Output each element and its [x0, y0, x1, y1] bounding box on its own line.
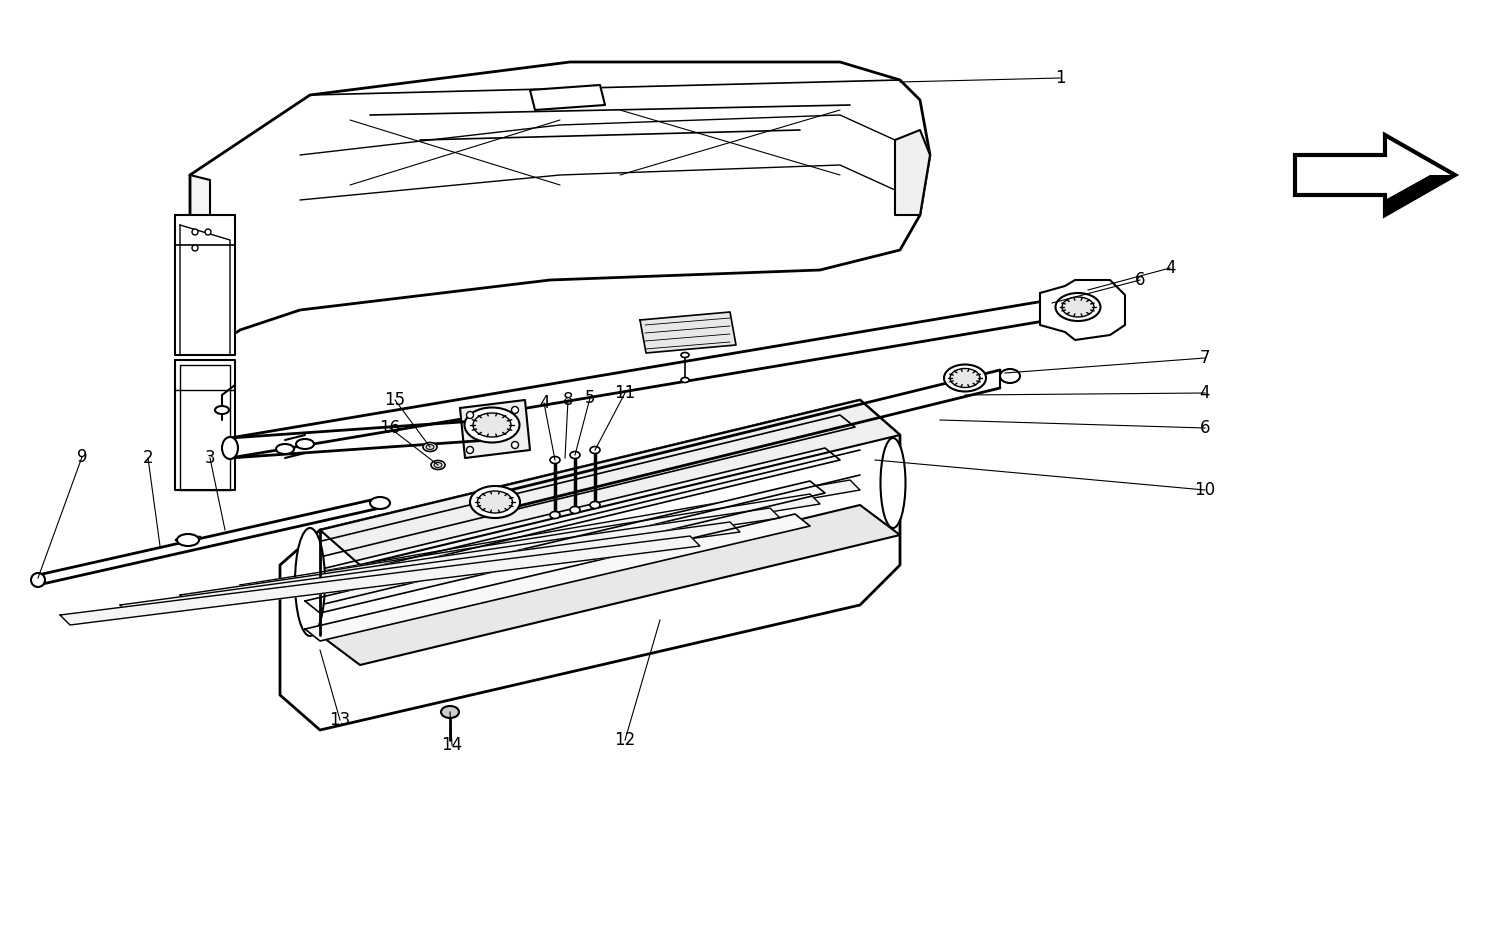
Ellipse shape	[470, 486, 520, 518]
Text: 8: 8	[562, 391, 573, 409]
Polygon shape	[240, 494, 820, 595]
Ellipse shape	[472, 413, 512, 437]
Polygon shape	[1040, 280, 1125, 340]
Polygon shape	[176, 360, 236, 490]
Text: 13: 13	[330, 711, 351, 729]
Polygon shape	[304, 415, 855, 557]
Polygon shape	[180, 225, 230, 355]
Ellipse shape	[423, 443, 436, 451]
Ellipse shape	[296, 528, 326, 636]
Text: 11: 11	[615, 384, 636, 402]
Text: 16: 16	[380, 419, 400, 437]
Ellipse shape	[570, 506, 580, 514]
Text: 4: 4	[1164, 259, 1176, 277]
Text: 2: 2	[142, 449, 153, 467]
Text: 6: 6	[1134, 271, 1146, 289]
Polygon shape	[60, 536, 701, 625]
Ellipse shape	[944, 364, 986, 392]
Ellipse shape	[222, 437, 238, 459]
Polygon shape	[304, 514, 810, 641]
Ellipse shape	[880, 438, 906, 528]
Polygon shape	[280, 400, 900, 730]
Ellipse shape	[950, 369, 980, 388]
Text: 6: 6	[1200, 419, 1210, 437]
Polygon shape	[304, 481, 825, 613]
Circle shape	[192, 229, 198, 235]
Ellipse shape	[482, 494, 498, 514]
Ellipse shape	[1000, 369, 1020, 383]
Polygon shape	[180, 365, 230, 490]
Polygon shape	[320, 400, 900, 565]
Ellipse shape	[214, 406, 230, 414]
Ellipse shape	[426, 445, 433, 449]
Circle shape	[466, 412, 474, 418]
Ellipse shape	[430, 461, 445, 469]
Text: 12: 12	[615, 731, 636, 749]
Ellipse shape	[370, 497, 390, 509]
Circle shape	[512, 407, 519, 413]
Ellipse shape	[550, 457, 560, 464]
Text: 5: 5	[585, 389, 596, 407]
Circle shape	[512, 442, 519, 448]
Ellipse shape	[465, 408, 519, 443]
Ellipse shape	[433, 463, 442, 467]
Polygon shape	[896, 130, 930, 215]
Polygon shape	[640, 312, 736, 353]
Text: 14: 14	[441, 736, 462, 754]
Polygon shape	[120, 522, 740, 615]
Polygon shape	[320, 505, 900, 665]
Text: 7: 7	[1200, 349, 1210, 367]
Ellipse shape	[296, 439, 314, 449]
Text: 15: 15	[384, 391, 405, 409]
Polygon shape	[300, 480, 859, 585]
Text: 9: 9	[76, 448, 87, 466]
Ellipse shape	[570, 451, 580, 459]
Ellipse shape	[681, 377, 688, 382]
Ellipse shape	[177, 534, 200, 546]
Ellipse shape	[550, 512, 560, 518]
Polygon shape	[1384, 175, 1455, 215]
Polygon shape	[176, 215, 236, 355]
Text: 10: 10	[1194, 481, 1215, 499]
Ellipse shape	[1062, 297, 1094, 317]
Ellipse shape	[681, 353, 688, 358]
Text: 1: 1	[1054, 69, 1065, 87]
Polygon shape	[530, 85, 605, 110]
Circle shape	[206, 229, 212, 235]
Ellipse shape	[590, 501, 600, 509]
Circle shape	[466, 447, 474, 453]
Text: 4: 4	[538, 394, 549, 412]
Ellipse shape	[276, 444, 294, 454]
Polygon shape	[190, 62, 930, 350]
Polygon shape	[190, 175, 210, 350]
Ellipse shape	[590, 447, 600, 453]
Polygon shape	[180, 508, 780, 605]
Polygon shape	[1294, 135, 1455, 215]
Polygon shape	[304, 448, 840, 585]
Ellipse shape	[1056, 293, 1101, 321]
Circle shape	[192, 245, 198, 251]
Text: 4: 4	[1200, 384, 1210, 402]
Text: 3: 3	[204, 449, 216, 467]
Ellipse shape	[441, 706, 459, 718]
Ellipse shape	[477, 491, 513, 513]
Polygon shape	[460, 400, 530, 458]
Ellipse shape	[32, 573, 45, 587]
